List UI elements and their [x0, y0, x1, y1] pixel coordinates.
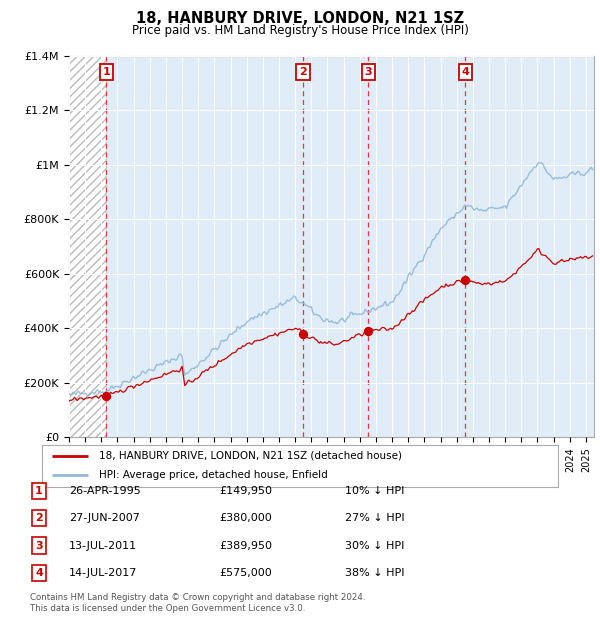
Text: 3: 3: [35, 541, 43, 551]
Text: 10% ↓ HPI: 10% ↓ HPI: [345, 486, 404, 496]
Text: 27-JUN-2007: 27-JUN-2007: [69, 513, 140, 523]
Text: 4: 4: [35, 568, 43, 578]
Point: [101, 391, 111, 401]
Bar: [69, 56, 106, 437]
Point: [364, 326, 373, 336]
Point: [460, 275, 470, 285]
Text: £380,000: £380,000: [219, 513, 272, 523]
Text: 2: 2: [35, 513, 43, 523]
Text: £149,950: £149,950: [219, 486, 272, 496]
Bar: [69, 56, 106, 437]
Text: 18, HANBURY DRIVE, LONDON, N21 1SZ: 18, HANBURY DRIVE, LONDON, N21 1SZ: [136, 11, 464, 26]
Text: 3: 3: [365, 67, 372, 78]
Text: £389,950: £389,950: [219, 541, 272, 551]
Text: HPI: Average price, detached house, Enfield: HPI: Average price, detached house, Enfi…: [99, 471, 328, 480]
Text: Price paid vs. HM Land Registry's House Price Index (HPI): Price paid vs. HM Land Registry's House …: [131, 24, 469, 37]
Text: 27% ↓ HPI: 27% ↓ HPI: [345, 513, 404, 523]
Text: £575,000: £575,000: [219, 568, 272, 578]
Text: 2: 2: [299, 67, 307, 78]
Text: 1: 1: [103, 67, 110, 78]
Text: 26-APR-1995: 26-APR-1995: [69, 486, 141, 496]
Text: 13-JUL-2011: 13-JUL-2011: [69, 541, 137, 551]
Text: 38% ↓ HPI: 38% ↓ HPI: [345, 568, 404, 578]
Text: 30% ↓ HPI: 30% ↓ HPI: [345, 541, 404, 551]
Text: 4: 4: [461, 67, 469, 78]
Point: [298, 329, 308, 339]
Text: Contains HM Land Registry data © Crown copyright and database right 2024.
This d: Contains HM Land Registry data © Crown c…: [30, 593, 365, 613]
Text: 14-JUL-2017: 14-JUL-2017: [69, 568, 137, 578]
Text: 18, HANBURY DRIVE, LONDON, N21 1SZ (detached house): 18, HANBURY DRIVE, LONDON, N21 1SZ (deta…: [99, 451, 402, 461]
Text: 1: 1: [35, 486, 43, 496]
